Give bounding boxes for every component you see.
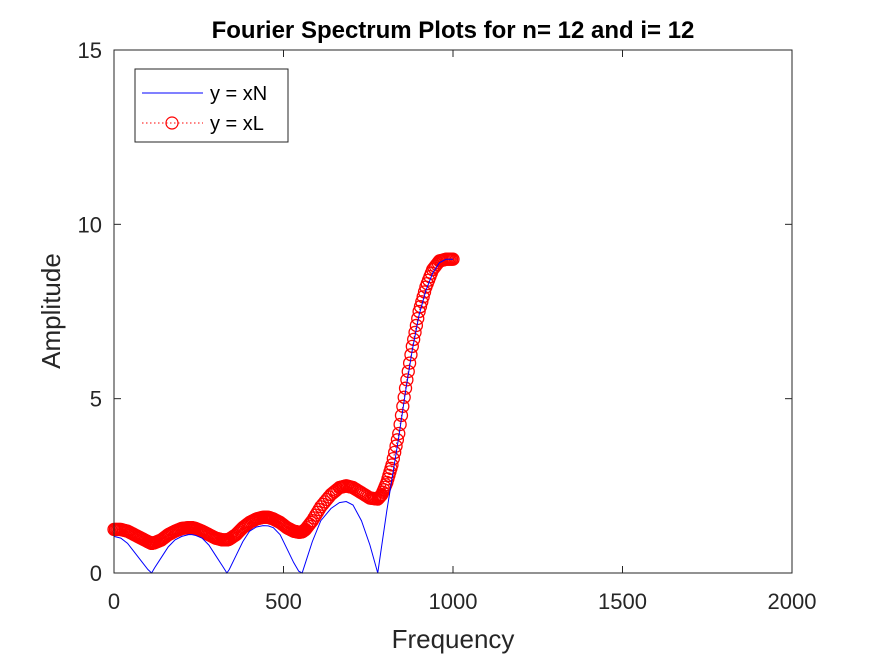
y-tick-label: 10: [78, 212, 102, 237]
series-xL-point: [416, 290, 430, 304]
x-tick-label: 0: [108, 589, 120, 614]
y-tick-label: 5: [90, 387, 102, 412]
tick-layer: 0 500 1000 1500 2000 0 5 10 15: [78, 38, 817, 614]
series-xL-point: [413, 299, 428, 314]
x-axis-label: Frequency: [392, 624, 515, 654]
series-xL-point: [385, 458, 399, 472]
x-tick-label: 1000: [429, 589, 478, 614]
series-xL-point: [417, 285, 432, 299]
y-tick-label: 15: [78, 38, 102, 63]
legend-label-xL: y = xL: [210, 113, 264, 135]
x-tick-label: 500: [265, 589, 302, 614]
legend-marker-xL: [165, 116, 179, 130]
series-xL-markers: [107, 252, 460, 551]
legend-label-xN: y = xN: [210, 83, 267, 105]
series-xL-point: [415, 295, 429, 309]
series-layer: [107, 252, 460, 574]
y-tick-label: 0: [90, 561, 102, 586]
x-tick-label: 2000: [768, 589, 817, 614]
y-axis-label: Amplitude: [36, 253, 66, 369]
x-tick-label: 1500: [598, 589, 647, 614]
chart-title: Fourier Spectrum Plots for n= 12 and i= …: [212, 17, 695, 44]
series-xN-line: [113, 258, 453, 574]
series-xL-point: [386, 451, 400, 466]
series-xL-point: [388, 445, 402, 460]
legend-box: [134, 68, 289, 143]
legend: y = xN y = xL: [134, 68, 289, 143]
series-xL-point: [371, 492, 385, 506]
